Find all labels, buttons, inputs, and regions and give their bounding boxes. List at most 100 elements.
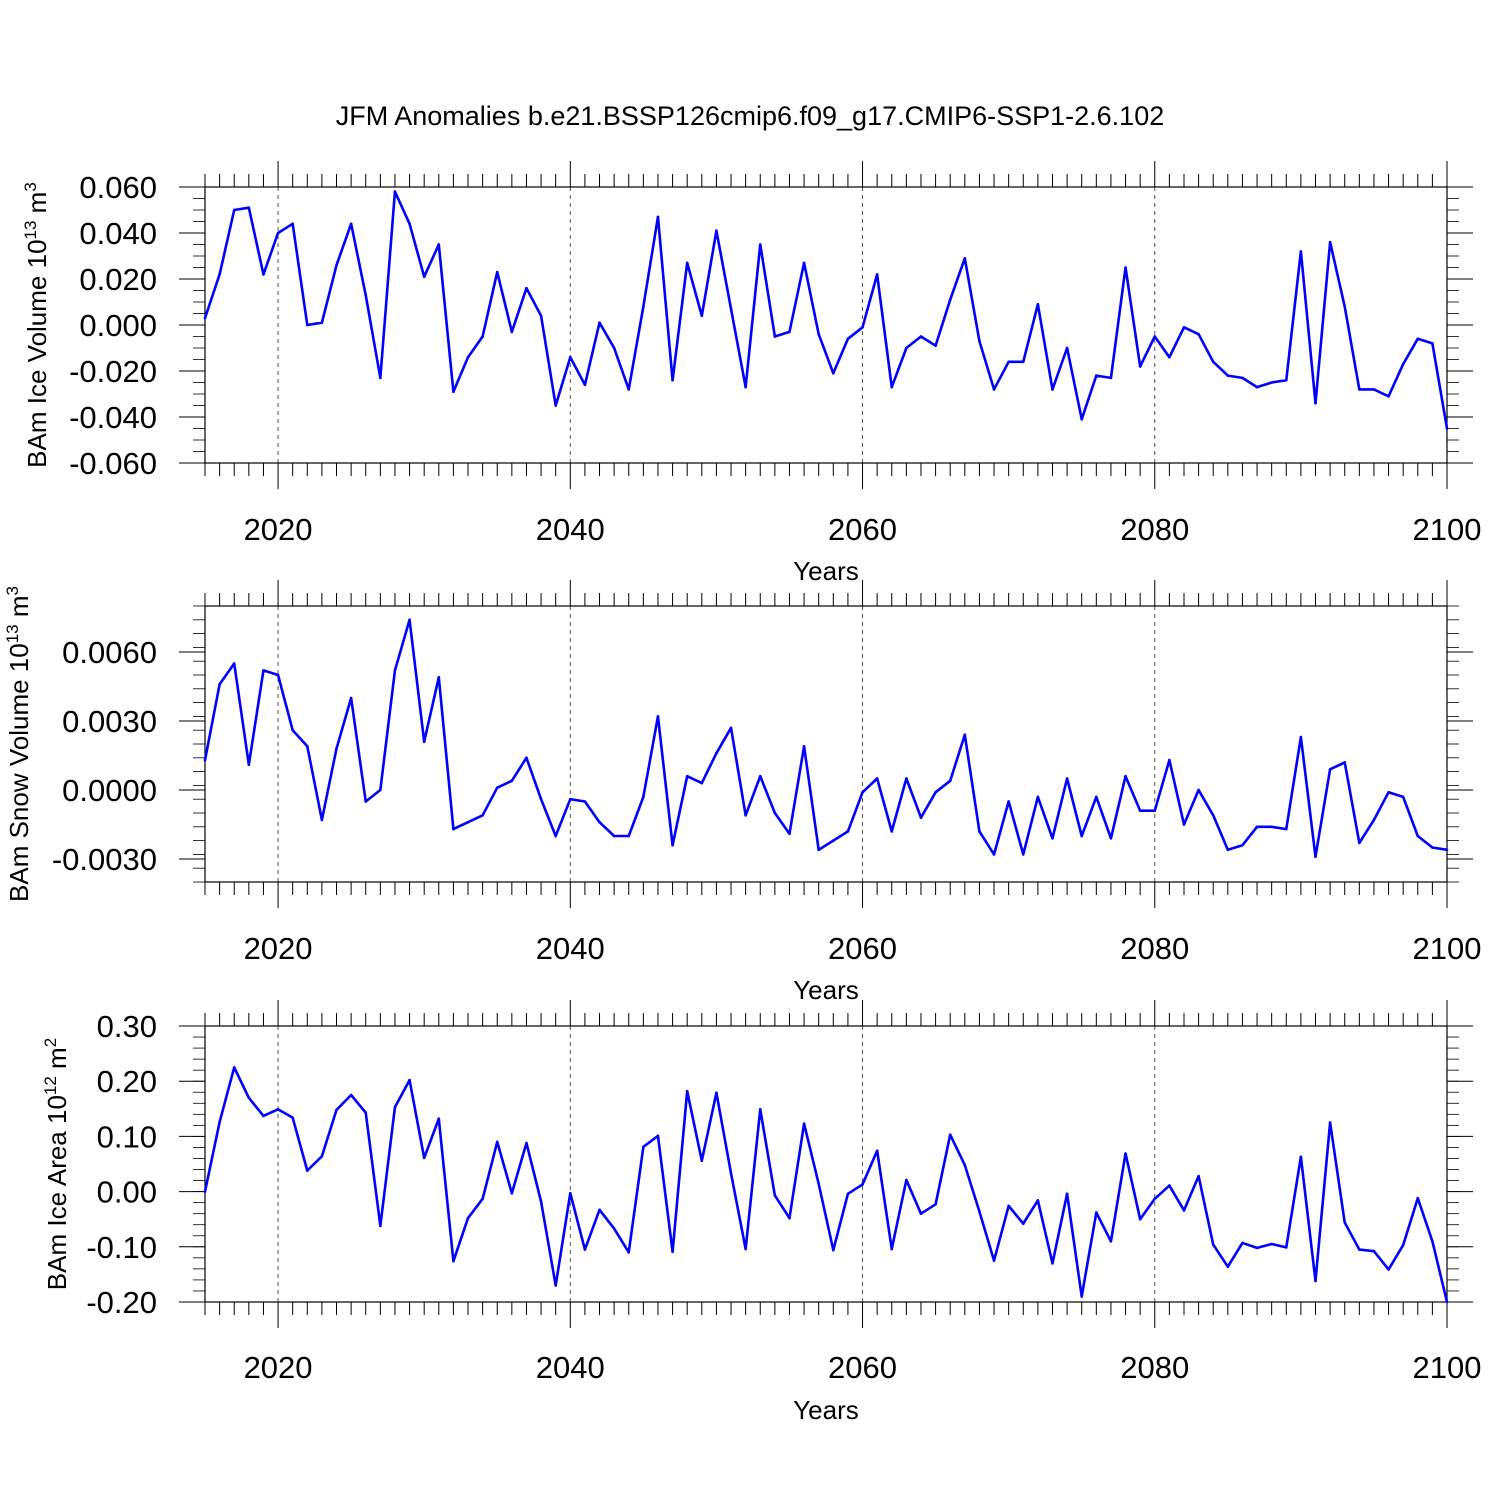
ice-volume-point-2081	[1168, 355, 1171, 359]
ice-area-point-2018	[247, 1096, 251, 1100]
ice-area-ytick-label--0.10: -0.10	[86, 1230, 157, 1265]
ice-area-point-2100	[1445, 1300, 1449, 1304]
snow-volume-point-2044	[627, 834, 631, 838]
ice-volume-point-2017	[232, 208, 236, 212]
ice-area-ytick-label-0.30: 0.30	[97, 1009, 157, 1044]
ice-area-point-2024	[335, 1108, 338, 1112]
snow-volume-xtick-label-2020: 2020	[244, 931, 313, 966]
snow-volume-y-axis-title-part-3: 3	[3, 586, 22, 595]
snow-volume-point-2020	[276, 673, 280, 677]
ice-area-point-2088	[1270, 1242, 1273, 1246]
panel-snow-volume: 2020 2040 2060 2080 2100 Years -0.0030 0.0000 0.…	[3, 580, 1481, 1005]
ice-area-point-2068	[978, 1210, 981, 1213]
snow-volume-point-2060	[861, 791, 864, 794]
snow-volume-point-2019	[262, 669, 265, 672]
ice-area-point-2067	[963, 1163, 967, 1167]
ice-area-xtick-label-2100: 2100	[1413, 1350, 1482, 1385]
snow-volume-point-2054	[773, 811, 777, 815]
ice-area-point-2041	[583, 1248, 587, 1251]
snow-volume-point-2036	[510, 779, 514, 783]
snow-volume-y-axis-title-part-1: 13	[3, 624, 22, 643]
snow-volume-point-2027	[379, 788, 382, 792]
snow-volume-point-2041	[583, 800, 587, 803]
ice-area-point-2046	[656, 1134, 660, 1138]
snow-volume-point-2057	[817, 848, 820, 852]
ice-volume-point-2025	[349, 222, 353, 226]
ice-volume-xtick-label-2100: 2100	[1413, 512, 1482, 547]
ice-area-point-2022	[305, 1169, 309, 1172]
ice-volume-point-2044	[627, 388, 631, 391]
snow-volume-xtick-label-2080: 2080	[1120, 931, 1189, 966]
ice-volume-point-2034	[481, 335, 484, 338]
snow-volume-point-2084	[1211, 814, 1215, 817]
ice-volume-point-2100	[1445, 427, 1449, 430]
snow-volume-point-2077	[1109, 837, 1113, 840]
ice-volume-point-2089	[1284, 378, 1288, 382]
snow-volume-xtick-label-2060: 2060	[828, 931, 897, 966]
ice-area-point-2073	[1051, 1262, 1054, 1265]
ice-area-point-2057	[817, 1182, 820, 1186]
snow-volume-point-2079	[1138, 809, 1142, 812]
ice-area-point-2028	[393, 1105, 397, 1109]
ice-volume-point-2019	[262, 273, 265, 276]
ice-volume-point-2057	[817, 332, 820, 336]
ice-area-point-2034	[481, 1197, 484, 1201]
snow-volume-point-2042	[598, 820, 601, 824]
ice-volume-point-2068	[978, 339, 981, 343]
ice-volume-point-2059	[846, 337, 850, 341]
snow-volume-point-2100	[1445, 848, 1449, 852]
ice-area-point-2016	[218, 1120, 221, 1124]
snow-volume-point-2098	[1416, 834, 1420, 838]
ice-volume-point-2084	[1211, 360, 1215, 364]
snow-volume-point-2076	[1095, 795, 1098, 799]
snow-volume-point-2026	[364, 800, 368, 803]
panel-ice-volume: 2020 2040 2060 2080 2100 Years -0.060 -0.040 -0.…	[21, 161, 1481, 586]
ice-volume-point-2027	[379, 376, 382, 380]
snow-volume-ytick-label-0.0030: 0.0030	[62, 704, 157, 739]
ice-volume-y-axis-title-part-2: m	[22, 192, 52, 221]
ice-area-point-2025	[349, 1093, 353, 1097]
snow-volume-point-2038	[539, 797, 543, 801]
snow-volume-point-2058	[832, 839, 835, 842]
snow-volume-point-2040	[568, 797, 572, 801]
ice-area-point-2084	[1211, 1243, 1215, 1246]
ice-volume-point-2086	[1241, 376, 1244, 380]
ice-volume-point-2035	[495, 270, 499, 274]
ice-area-point-2075	[1080, 1295, 1084, 1298]
ice-area-point-2026	[364, 1111, 368, 1114]
ice-area-x-axis-title: Years	[793, 1395, 859, 1425]
ice-volume-y-axis-title-part-0: BAm Ice Volume 10	[22, 239, 52, 467]
snow-volume-point-2085	[1226, 848, 1230, 852]
ice-volume-x-axis-title: Years	[793, 556, 859, 586]
ice-volume-point-2046	[656, 215, 660, 219]
ice-volume-y-axis-title-part-1: 13	[21, 221, 40, 240]
ice-area-point-2044	[627, 1251, 631, 1254]
snow-volume-point-2039	[554, 834, 557, 838]
snow-volume-point-2046	[656, 715, 660, 718]
snow-volume-point-2088	[1270, 825, 1273, 829]
snow-volume-point-2096	[1387, 791, 1390, 794]
ice-volume-ytick-label-0.060: 0.060	[79, 170, 157, 205]
ice-area-point-2074	[1065, 1192, 1069, 1196]
ice-volume-point-2095	[1372, 388, 1376, 391]
ice-area-point-2082	[1182, 1209, 1186, 1212]
snow-volume-point-2091	[1314, 855, 1317, 858]
snow-volume-point-2055	[788, 832, 791, 835]
snow-volume-ytick-label--0.0030: -0.0030	[52, 842, 157, 877]
ice-area-point-2072	[1036, 1199, 1040, 1202]
ice-volume-point-2032	[452, 390, 455, 394]
ice-volume-point-2062	[890, 385, 894, 389]
snow-volume-point-2067	[963, 733, 967, 737]
ice-area-point-2098	[1416, 1196, 1420, 1200]
snow-volume-point-2095	[1372, 818, 1376, 822]
ice-volume-point-2087	[1255, 385, 1259, 389]
ice-area-point-2071	[1021, 1222, 1025, 1225]
ice-volume-point-2061	[875, 273, 879, 276]
ice-area-point-2040	[568, 1191, 572, 1195]
ice-volume-point-2074	[1065, 346, 1069, 350]
ice-area-point-2092	[1328, 1121, 1332, 1124]
snow-volume-y-axis-title: BAm Snow Volume 1013 m3	[3, 586, 34, 902]
snow-volume-point-2048	[685, 774, 689, 778]
